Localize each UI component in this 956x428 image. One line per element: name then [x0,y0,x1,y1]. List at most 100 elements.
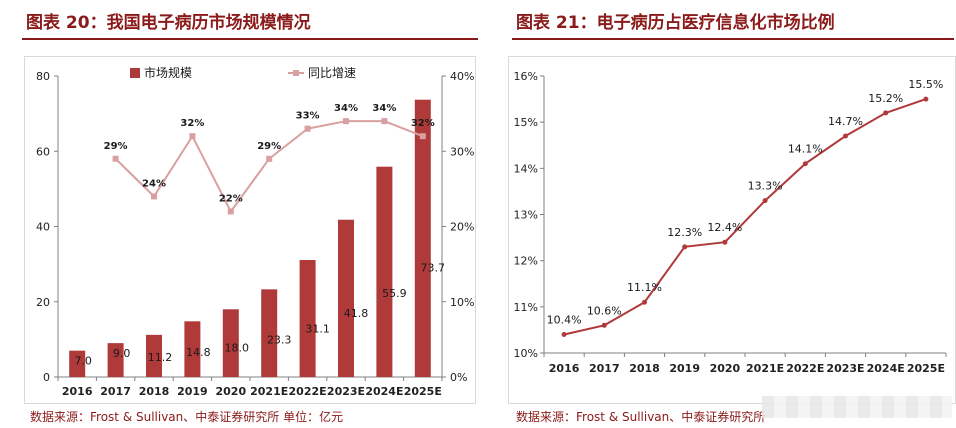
legend-bar-swatch [130,68,140,78]
growth-label: 32% [411,118,435,129]
x-tick-label: 2024E [867,362,905,375]
bar-value-label: 9.0 [113,347,131,360]
bar-value-label: 73.7 [421,262,446,275]
share-line-chart: 10% 11% 12% 13% 14% 15% 16% 2016 2017 2018 2019 202… [514,70,947,375]
bar-2024E [376,166,393,377]
bar-value-label: 18.0 [225,341,250,354]
bar-2017 [107,343,124,377]
title-divider [22,38,478,40]
y-tick-label: 16% [514,70,538,83]
chart-frame [24,56,476,404]
left-tick-label: 60 [36,145,50,158]
share-label: 13.3% [748,180,783,193]
share-label: 14.7% [828,115,863,128]
growth-label: 34% [334,103,358,114]
legend-bar-label: 市场规模 [144,65,192,80]
bar-2023E [338,219,354,377]
left-tick-label: 0 [43,371,50,384]
growth-point-2022E [304,125,311,132]
left-tick-label: 40 [36,221,50,234]
growth-point-2025E [419,133,426,140]
bar-2016 [69,350,86,377]
growth-point-2021E [266,155,273,162]
x-tick-label: 2023E [327,385,365,398]
figure-21-source: 数据来源：Frost & Sullivan、中泰证券研究所 [516,410,766,424]
growth-label: 32% [180,118,204,129]
y-tick-label: 11% [514,301,538,314]
bar-2021E [261,289,278,377]
x-tick-label: 2022E [786,362,824,375]
figure-21: 图表 21：电子病历占医疗信息化市场比例 10% 11% 12% 13% 14% 15% 1… [506,0,956,428]
right-tick-label: 20% [450,221,474,234]
x-tick-label: 2019 [177,385,208,398]
share-label: 14.1% [788,143,823,156]
y-tick-label: 10% [514,347,538,360]
title-divider [512,38,954,40]
bar-2022E [299,259,316,377]
bar-value-label: 23.3 [267,334,292,347]
x-tick-label: 2020 [710,362,741,375]
share-point-2016 [561,332,567,338]
share-point-2020 [722,239,728,245]
legend-line-label: 同比增速 [308,66,356,80]
share-point-2022E [802,161,808,167]
share-point-2024E [883,110,889,116]
x-tick-label: 2022E [289,385,327,398]
x-tick-label: 2018 [139,385,170,398]
growth-label: 24% [142,178,166,189]
x-tick-label: 2025E [907,362,945,375]
growth-point-2023E [343,118,349,125]
x-tick-label: 2020 [215,385,246,398]
share-point-2018 [642,299,647,305]
share-point-2023E [843,133,848,139]
bar-value-label: 55.9 [382,287,407,300]
share-point-2017 [601,322,607,328]
growth-label: 34% [372,103,396,114]
share-label: 15.5% [908,78,943,91]
bar-value-label: 14.8 [186,346,211,359]
share-point-2021E [762,198,768,204]
watermark-blur [762,396,952,418]
y-tick-label: 12% [514,255,538,268]
bar-2019 [184,321,201,377]
growth-point-2024E [381,118,388,125]
x-tick-label: 2024E [365,385,403,398]
y-tick-label: 14% [514,162,538,175]
market-size-chart: 0 20 40 60 80 0% 10% 20% 30% 40% 2016 2017 2018 2019 2… [36,65,474,398]
growth-point-2017 [112,155,119,162]
x-tick-label: 2019 [669,362,700,375]
bar-2020 [222,309,239,377]
y-tick-label: 13% [514,209,538,222]
bar-value-label: 31.1 [305,323,330,336]
x-tick-label: 2025E [404,385,442,398]
share-point-2019 [682,244,688,250]
x-tick-label: 2021E [746,362,784,375]
share-point-2025E [923,96,929,102]
bar-value-label: 41.8 [344,307,369,320]
share-label: 15.2% [868,92,903,105]
left-tick-label: 20 [36,296,50,309]
growth-label: 29% [257,141,281,152]
legend-line-marker [293,70,299,76]
x-tick-label: 2018 [629,362,660,375]
figure-20-source: 数据来源：Frost & Sullivan、中泰证券研究所 单位：亿元 [30,410,344,424]
share-label: 11.1% [627,281,662,294]
growth-point-2020 [227,208,234,215]
growth-label: 33% [296,111,320,122]
bar-2025E [414,99,431,378]
x-tick-label: 2016 [62,385,93,398]
growth-label: 22% [219,193,243,204]
y-tick-label: 15% [514,116,538,129]
x-tick-label: 2017 [100,385,131,398]
growth-point-2018 [151,193,157,200]
x-tick-label: 2016 [549,362,580,375]
left-tick-label: 80 [36,70,50,83]
bar-value-label: 11.2 [148,351,173,364]
figure-20-title: 图表 20：我国电子病历市场规模情况 [26,13,311,33]
x-tick-label: 2017 [589,362,620,375]
share-line [563,98,927,336]
x-tick-label: 2021E [250,385,288,398]
right-tick-label: 30% [450,145,474,158]
growth-point-2019 [189,133,196,140]
share-label: 10.6% [587,304,622,317]
